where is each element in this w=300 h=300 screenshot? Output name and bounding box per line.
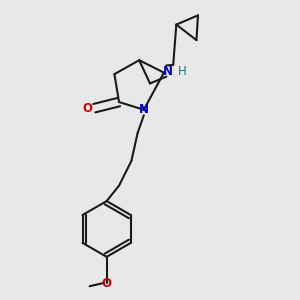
Text: O: O bbox=[102, 277, 112, 290]
Text: N: N bbox=[139, 103, 149, 116]
Text: N: N bbox=[163, 64, 173, 78]
Text: H: H bbox=[178, 64, 186, 78]
Text: O: O bbox=[82, 102, 92, 115]
